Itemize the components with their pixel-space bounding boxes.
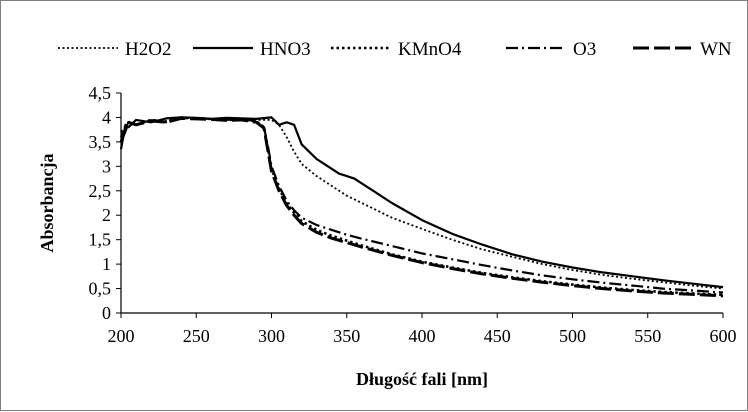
legend-label-o3: O3 bbox=[573, 39, 596, 60]
y-tick-label: 0,5 bbox=[89, 279, 112, 299]
series-line-wn bbox=[119, 116, 724, 298]
y-tick-label: 2,5 bbox=[89, 181, 112, 201]
x-tick-label: 300 bbox=[258, 326, 285, 346]
x-tick-label: 250 bbox=[183, 326, 210, 346]
x-axis-title: Długość fali [nm] bbox=[356, 369, 488, 389]
y-axis-title: Absorbancja bbox=[37, 153, 57, 252]
x-tick-label: 350 bbox=[333, 326, 360, 346]
y-tick-label: 1 bbox=[102, 254, 111, 274]
series-line-kmno4 bbox=[119, 116, 724, 297]
y-tick-label: 4,5 bbox=[89, 83, 112, 103]
tick-labels: 0 0,5 1 1,5 2 2,5 3 3,5 4 4,5 200 250 300 350 400 450 50… bbox=[89, 83, 737, 346]
y-tick-label: 1,5 bbox=[89, 230, 112, 250]
x-tick-label: 400 bbox=[409, 326, 436, 346]
axes bbox=[120, 93, 723, 314]
y-tick-label: 2 bbox=[102, 205, 111, 225]
y-tick-label: 0 bbox=[102, 303, 111, 323]
legend-label-h2o2: H2O2 bbox=[125, 39, 171, 60]
legend-label-hno3: HNO3 bbox=[260, 39, 311, 60]
y-tick-label: 3 bbox=[102, 156, 111, 176]
x-tick-label: 550 bbox=[634, 326, 661, 346]
legend-label-wn: WN bbox=[700, 39, 732, 60]
series-line-o3 bbox=[120, 116, 724, 294]
series-lines bbox=[119, 116, 724, 298]
x-tick-label: 600 bbox=[710, 326, 737, 346]
x-tick-label: 200 bbox=[108, 326, 135, 346]
y-tick-label: 4 bbox=[102, 107, 111, 127]
x-tick-label: 450 bbox=[484, 326, 511, 346]
x-tick-label: 500 bbox=[559, 326, 586, 346]
legend-label-kmno4: KMnO4 bbox=[398, 39, 462, 60]
legend: H2O2 HNO3 KMnO4 O3 WN bbox=[58, 39, 732, 60]
y-tick-label: 3,5 bbox=[89, 132, 112, 152]
